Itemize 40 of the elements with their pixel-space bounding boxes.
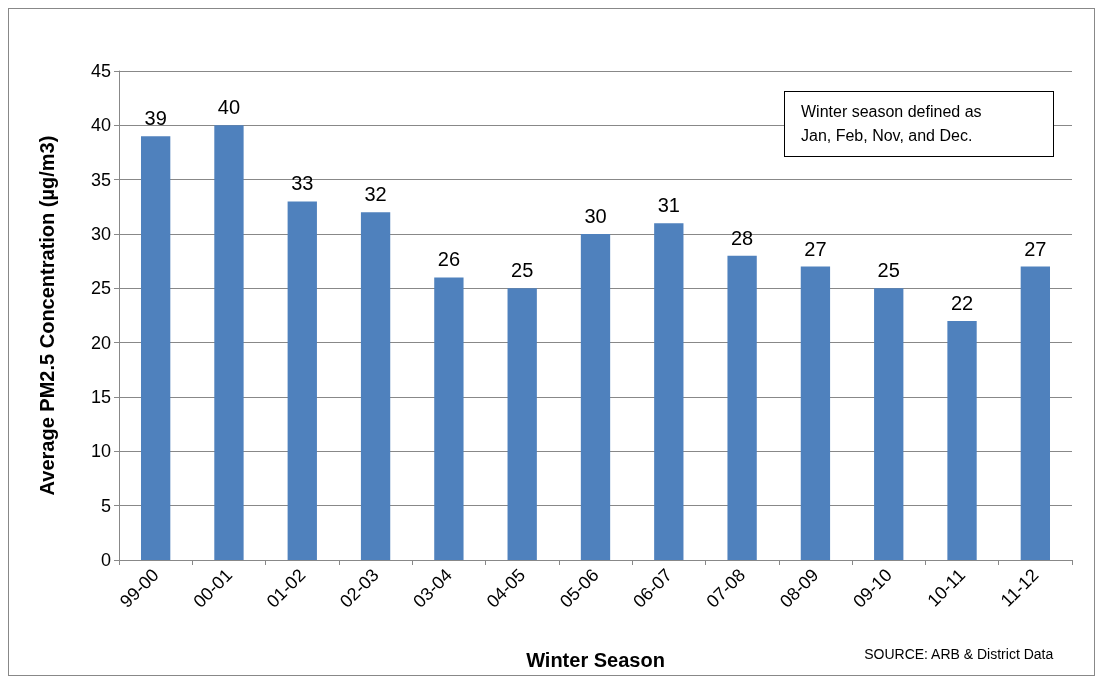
y-tick-label: 5: [100, 495, 111, 516]
bar: [360, 212, 391, 560]
data-label: 22: [950, 291, 974, 314]
bar: [1020, 266, 1051, 560]
bar: [434, 277, 464, 560]
data-label: 40: [217, 96, 241, 119]
y-tick-label: 30: [90, 224, 111, 244]
y-tick-label: 45: [90, 61, 111, 81]
y-tick-label: 20: [90, 332, 111, 353]
y-tick-label: 35: [90, 169, 111, 190]
y-tick-label: 15: [90, 387, 111, 407]
bar: [580, 234, 611, 560]
bar: [800, 266, 831, 560]
data-label: 39: [144, 107, 167, 130]
bar: [287, 201, 317, 560]
source-note: SOURCE: ARB & District Data: [864, 646, 1054, 662]
y-tick-label: 40: [90, 115, 111, 136]
x-axis-title: Winter Season: [526, 649, 665, 671]
bar: [874, 288, 904, 560]
data-label: 27: [804, 237, 827, 260]
y-tick-label: 0: [100, 550, 111, 570]
bar: [140, 136, 171, 560]
data-label: 30: [584, 205, 607, 227]
data-label: 26: [437, 248, 461, 271]
data-label: 28: [730, 226, 754, 249]
data-label: 25: [877, 259, 900, 282]
y-tick-label: 10: [90, 441, 111, 462]
y-tick-label: 25: [90, 278, 111, 299]
data-label: 32: [364, 183, 387, 206]
bar: [214, 125, 244, 560]
bar: [507, 288, 537, 560]
data-label: 25: [511, 259, 534, 282]
data-label: 33: [291, 172, 314, 195]
bar: [947, 320, 977, 560]
data-label: 31: [657, 194, 680, 217]
y-axis-title: Average PM2.5 Concentration (µg/m3): [36, 135, 58, 496]
note-box: Winter season defined as Jan, Feb, Nov, and Dec.: [784, 91, 1054, 157]
bar: [727, 255, 757, 560]
data-label: 27: [1024, 237, 1047, 260]
bar: [654, 223, 684, 560]
